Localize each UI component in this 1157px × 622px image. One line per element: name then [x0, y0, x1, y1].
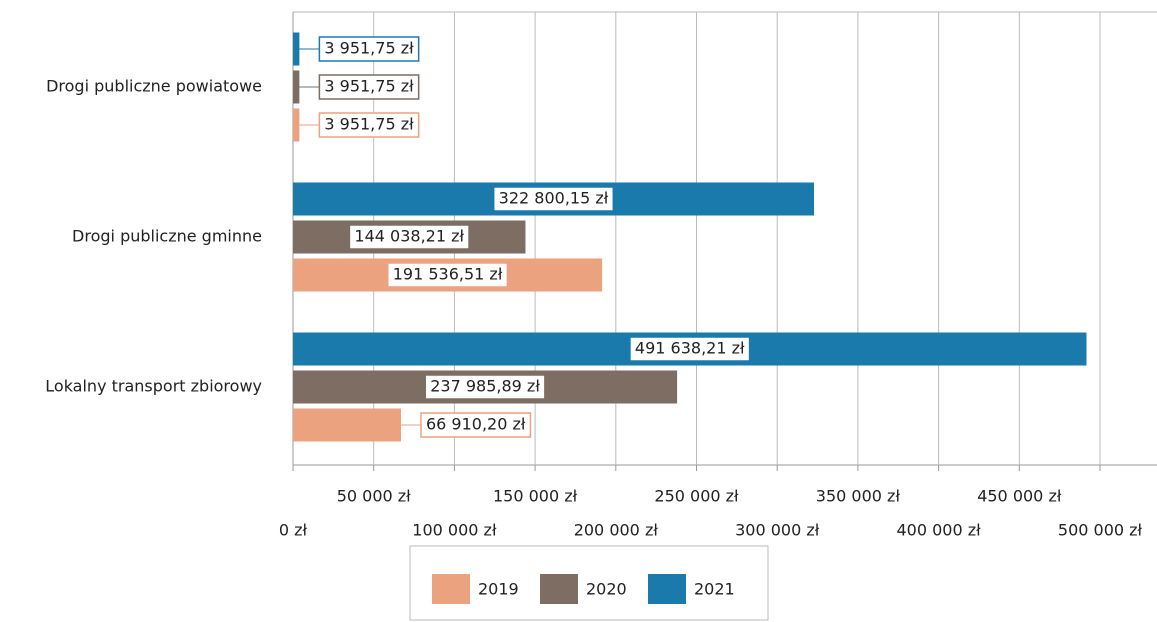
legend-swatch: [540, 574, 578, 604]
category-label: Drogi publiczne gminne: [72, 227, 262, 246]
label-box: [318, 36, 420, 62]
legend-label: 2020: [586, 580, 627, 599]
legend-swatch: [432, 574, 470, 604]
value-label: 3 951,75 zł: [324, 39, 414, 58]
x-tick-label: 200 000 zł: [574, 521, 659, 540]
x-tick-label: 400 000 zł: [896, 521, 981, 540]
label-box: [629, 336, 751, 362]
label-box: [424, 374, 546, 400]
legend-swatch: [648, 574, 686, 604]
value-label: 3 951,75 zł: [324, 77, 414, 96]
x-tick-label: 300 000 zł: [735, 521, 820, 540]
label-box: [386, 262, 509, 288]
value-label: 491 638,21 zł: [635, 339, 745, 358]
bar: [293, 408, 401, 442]
value-label: 66 910,20 zł: [426, 415, 526, 434]
x-tick-label: 150 000 zł: [493, 487, 578, 506]
value-label: 322 800,15 zł: [499, 189, 609, 208]
label-box: [348, 224, 470, 250]
value-label: 191 536,51 zł: [393, 265, 503, 284]
x-tick-label: 50 000 zł: [337, 487, 411, 506]
label-box: [318, 74, 420, 100]
bar: [293, 108, 300, 142]
value-label: 237 985,89 zł: [430, 377, 540, 396]
x-tick-label: 500 000 zł: [1058, 521, 1143, 540]
bar: [293, 32, 300, 66]
x-tick-label: 350 000 zł: [816, 487, 901, 506]
value-label: 144 038,21 zł: [354, 227, 464, 246]
category-label: Lokalny transport zbiorowy: [45, 377, 262, 396]
x-tick-label: 0 zł: [279, 521, 308, 540]
value-label: 3 951,75 zł: [324, 115, 414, 134]
bar: [293, 70, 300, 104]
x-tick-label: 450 000 zł: [977, 487, 1062, 506]
label-box: [420, 412, 532, 438]
label-box: [492, 186, 615, 212]
legend-label: 2019: [478, 580, 519, 599]
category-label: Drogi publiczne powiatowe: [46, 77, 262, 96]
x-tick-label: 100 000 zł: [412, 521, 497, 540]
x-tick-label: 250 000 zł: [654, 487, 739, 506]
legend-label: 2021: [694, 580, 735, 599]
